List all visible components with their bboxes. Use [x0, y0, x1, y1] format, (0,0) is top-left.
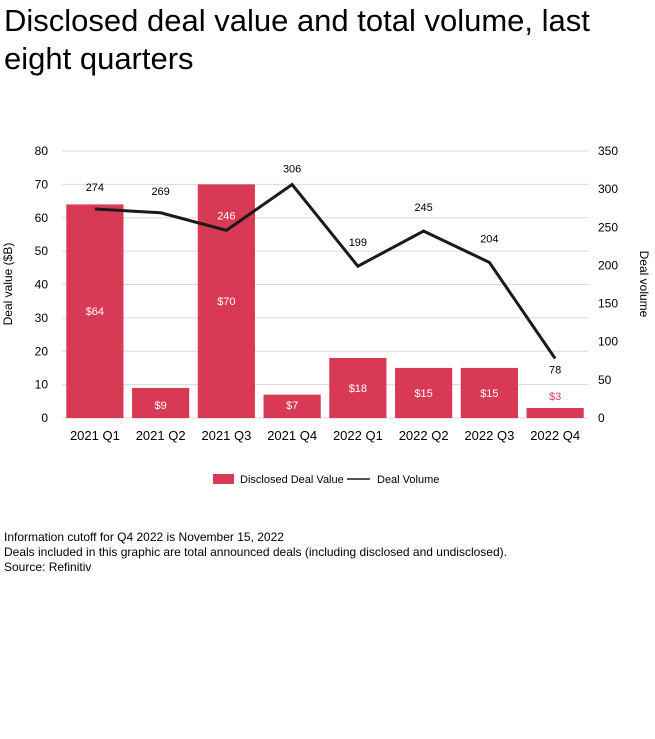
y-tick-label: 80 — [35, 144, 49, 158]
line-value-label: 204 — [480, 233, 498, 245]
legend-label-line: Deal Volume — [377, 474, 439, 486]
chart-title: Disclosed deal value and total volume, l… — [4, 3, 590, 76]
y-tick-label: 10 — [35, 378, 49, 392]
y2-tick-label: 0 — [598, 411, 605, 425]
bar-value-label: $64 — [86, 306, 104, 318]
y-axis-left: 0 10 20 30 40 50 60 70 80 — [35, 144, 49, 425]
bar-value-label: $7 — [286, 400, 298, 412]
legend-swatch-bar — [213, 474, 234, 484]
x-tick-label: 2022 Q3 — [464, 428, 514, 443]
bar — [460, 367, 518, 418]
line-value-label: 245 — [414, 202, 432, 214]
y-tick-label: 60 — [35, 211, 49, 225]
footnotes: Information cutoff for Q4 2022 is Novemb… — [4, 530, 507, 575]
footnote-source: Source: Refinitiv — [4, 560, 92, 574]
bar — [132, 387, 190, 418]
y2-tick-label: 150 — [598, 297, 618, 311]
line-series — [94, 182, 557, 360]
legend-label-bar: Disclosed Deal Value — [240, 474, 344, 486]
volume-line — [94, 182, 557, 360]
bar — [263, 394, 321, 418]
footnote-cutoff: Information cutoff for Q4 2022 is Novemb… — [4, 530, 284, 544]
y2-tick-label: 250 — [598, 220, 618, 234]
bar-value-label: $18 — [349, 383, 367, 395]
bar-value-label: $9 — [155, 400, 167, 412]
bar — [197, 184, 255, 418]
data-labels: $64 $9 $70 $7 $18 $15 $15 $3 274 269 246 306 199 245 2… — [86, 164, 562, 412]
y-tick-label: 50 — [35, 244, 49, 258]
footnote-deals: Deals included in this graphic are total… — [4, 545, 507, 559]
bar-value-label: $3 — [549, 391, 561, 403]
x-tick-label: 2022 Q1 — [333, 428, 383, 443]
y2-tick-label: 100 — [598, 335, 618, 349]
x-tick-label: 2021 Q2 — [136, 428, 186, 443]
y-tick-label: 30 — [35, 311, 49, 325]
x-tick-label: 2021 Q4 — [267, 428, 317, 443]
line-value-label: 246 — [217, 210, 235, 222]
line-value-label: 199 — [349, 237, 367, 249]
y-tick-label: 0 — [41, 411, 48, 425]
y2-tick-label: 50 — [598, 373, 612, 387]
legend: Disclosed Deal Value Deal Volume — [213, 474, 439, 486]
y2-axis-title: Deal volume — [637, 251, 651, 318]
line-value-label: 269 — [151, 186, 169, 198]
x-tick-label: 2022 Q4 — [530, 428, 580, 443]
bar-series — [66, 184, 584, 418]
line-value-label: 78 — [549, 364, 561, 376]
y-tick-label: 40 — [35, 278, 49, 292]
gridlines — [62, 150, 588, 419]
y-axis-title: Deal value ($B) — [1, 243, 15, 326]
y-tick-label: 20 — [35, 344, 49, 358]
y2-tick-label: 200 — [598, 258, 618, 272]
line-value-label: 274 — [86, 182, 104, 194]
bar — [526, 407, 584, 418]
x-axis: 2021 Q1 2021 Q2 2021 Q3 2021 Q4 2022 Q1 2022 … — [70, 428, 580, 443]
x-tick-label: 2021 Q1 — [70, 428, 120, 443]
bar-value-label: $70 — [217, 296, 235, 308]
line-value-label: 306 — [283, 164, 301, 176]
y-tick-label: 70 — [35, 177, 49, 191]
bar-value-label: $15 — [414, 388, 432, 400]
x-tick-label: 2022 Q2 — [399, 428, 449, 443]
bar-value-label: $15 — [480, 388, 498, 400]
x-tick-label: 2021 Q3 — [201, 428, 251, 443]
bar — [395, 367, 453, 418]
bar — [329, 357, 387, 418]
y-axis-right: 0 50 100 150 200 250 300 350 — [598, 144, 618, 425]
combo-chart: $64 $9 $70 $7 $18 $15 $15 $3 274 269 246 306 199 245 2… — [1, 144, 651, 486]
y2-tick-label: 350 — [598, 144, 618, 158]
y2-tick-label: 300 — [598, 182, 618, 196]
bar — [66, 204, 124, 418]
